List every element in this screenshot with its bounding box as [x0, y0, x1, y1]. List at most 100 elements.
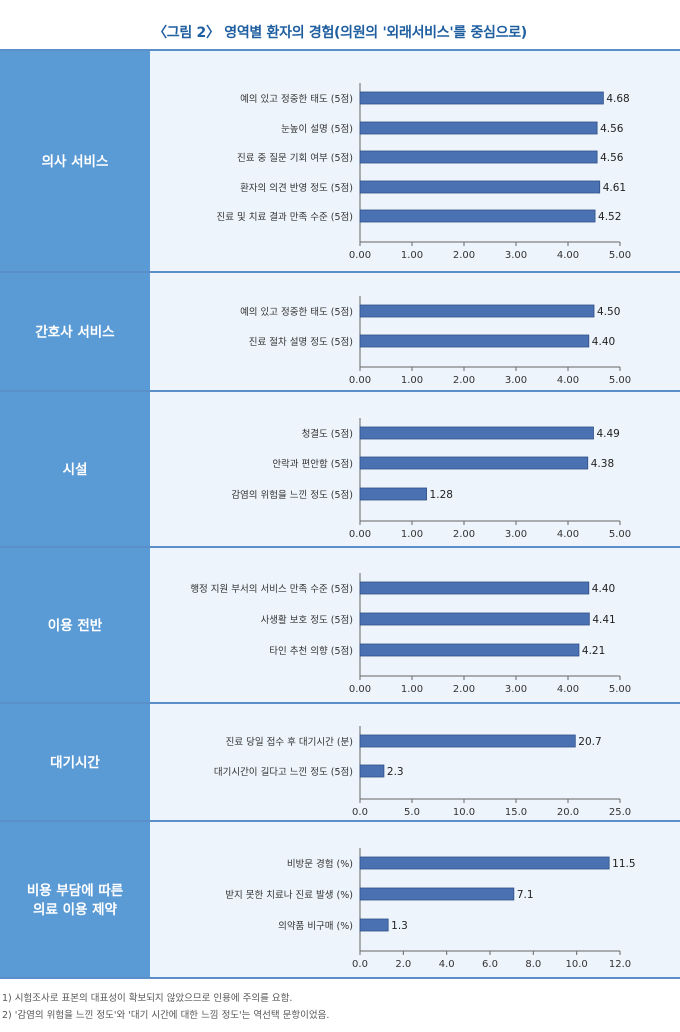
panel-label: 의료 이용 제약	[33, 901, 117, 918]
data-label: 4.56	[600, 152, 624, 164]
x-tick-label: 6.0	[482, 959, 498, 970]
data-label: 4.41	[592, 614, 615, 626]
bar	[359, 887, 515, 901]
category-label: 감염의 위험을 느낀 정도 (5점)	[231, 489, 353, 501]
bar	[359, 456, 589, 470]
category-label: 예의 있고 정중한 태도 (5점)	[240, 93, 353, 105]
panel-label-bg	[0, 272, 150, 391]
category-label: 받지 못한 치료나 진료 발생 (%)	[225, 889, 353, 901]
x-tick-label: 4.00	[557, 250, 579, 261]
data-label: 11.5	[612, 858, 635, 870]
x-tick-label: 0.00	[349, 375, 371, 386]
data-label: 4.49	[596, 428, 619, 440]
x-tick-label: 20.0	[557, 807, 579, 818]
category-label: 사생활 보호 정도 (5점)	[261, 614, 353, 626]
x-tick-label: 4.00	[557, 684, 579, 695]
bar	[359, 612, 590, 626]
x-tick-label: 2.00	[453, 250, 475, 261]
x-tick-label: 0.00	[349, 250, 371, 261]
data-label: 4.40	[592, 583, 615, 595]
footnote-2: 2) '감염의 위험을 느낀 정도'와 '대기 시간에 대한 느낌 정도'는 역…	[2, 1010, 330, 1021]
x-tick-label: 2.00	[453, 529, 475, 540]
bar	[359, 581, 590, 595]
data-label: 4.68	[606, 93, 629, 105]
x-tick-label: 5.0	[404, 807, 420, 818]
x-tick-label: 1.00	[401, 375, 423, 386]
x-tick-label: 4.00	[557, 529, 579, 540]
x-tick-label: 3.00	[505, 375, 527, 386]
panel-label: 대기시간	[50, 754, 100, 771]
category-label: 진료 중 질문 기회 여부 (5점)	[237, 152, 353, 164]
x-tick-label: 10.0	[453, 807, 475, 818]
panel-label: 의사 서비스	[42, 153, 109, 170]
panel-label: 시설	[63, 462, 88, 478]
bar	[359, 734, 576, 748]
x-tick-label: 2.00	[453, 684, 475, 695]
panel-label: 간호사 서비스	[35, 324, 115, 341]
panel-label-bg	[0, 547, 150, 703]
category-label: 청결도 (5점)	[302, 428, 353, 440]
data-label: 4.56	[600, 123, 624, 135]
x-tick-label: 0.0	[352, 959, 368, 970]
category-label: 진료 절차 설명 정도 (5점)	[249, 336, 353, 348]
bar	[359, 121, 598, 135]
data-label: 4.50	[597, 306, 620, 318]
footnote-1: 1) 시험조사로 표본의 대표성이 확보되지 않았으므로 인용에 주의를 요함.	[2, 993, 293, 1004]
bar	[359, 426, 594, 440]
x-tick-label: 1.00	[401, 250, 423, 261]
x-tick-label: 2.00	[453, 375, 475, 386]
x-tick-label: 4.00	[557, 375, 579, 386]
panel-label-bg	[0, 821, 150, 978]
x-tick-label: 5.00	[609, 684, 631, 695]
category-label: 진료 당일 접수 후 대기시간 (분)	[226, 736, 353, 748]
bar	[359, 487, 427, 501]
x-tick-label: 5.00	[609, 375, 631, 386]
bar	[359, 856, 610, 870]
panel-label: 비용 부담에 따른	[27, 882, 124, 899]
category-label: 환자의 의견 반영 정도 (5점)	[240, 182, 353, 194]
bar	[359, 150, 598, 164]
data-label: 20.7	[578, 736, 601, 748]
bar	[359, 643, 580, 657]
x-tick-label: 3.00	[505, 250, 527, 261]
x-tick-label: 0.00	[349, 529, 371, 540]
category-label: 대기시간이 길다고 느낀 정도 (5점)	[214, 766, 353, 778]
data-label: 4.38	[591, 458, 614, 470]
panel-bg	[150, 703, 680, 821]
x-tick-label: 1.00	[401, 684, 423, 695]
data-label: 2.3	[387, 766, 404, 778]
data-label: 1.28	[430, 489, 453, 501]
category-label: 예의 있고 정중한 태도 (5점)	[240, 306, 353, 318]
category-label: 의약품 비구매 (%)	[278, 920, 353, 932]
bar	[359, 91, 604, 105]
x-tick-label: 4.0	[439, 959, 455, 970]
bar	[359, 209, 596, 223]
x-tick-label: 3.00	[505, 529, 527, 540]
x-tick-label: 15.0	[505, 807, 527, 818]
panel-label-bg	[0, 50, 150, 272]
x-tick-label: 25.0	[609, 807, 631, 818]
data-label: 4.21	[582, 645, 605, 657]
category-label: 타인 추천 의향 (5점)	[269, 645, 353, 657]
panel-bg	[150, 272, 680, 391]
data-label: 7.1	[517, 889, 534, 901]
data-label: 4.61	[603, 182, 626, 194]
x-tick-label: 1.00	[401, 529, 423, 540]
category-label: 비방문 경험 (%)	[287, 858, 353, 870]
x-tick-label: 0.00	[349, 684, 371, 695]
x-tick-label: 2.0	[395, 959, 411, 970]
panel-label-bg	[0, 703, 150, 821]
x-tick-label: 8.0	[525, 959, 541, 970]
data-label: 4.40	[592, 336, 615, 348]
x-tick-label: 12.0	[609, 959, 631, 970]
data-label: 1.3	[391, 920, 408, 932]
data-label: 4.52	[598, 211, 621, 223]
x-tick-label: 5.00	[609, 529, 631, 540]
x-tick-label: 10.0	[566, 959, 588, 970]
category-label: 행정 지원 부서의 서비스 만족 수준 (5점)	[190, 583, 353, 595]
x-tick-label: 5.00	[609, 250, 631, 261]
bar	[359, 334, 590, 348]
panel-label: 이용 전반	[48, 617, 103, 634]
bar	[359, 764, 385, 778]
